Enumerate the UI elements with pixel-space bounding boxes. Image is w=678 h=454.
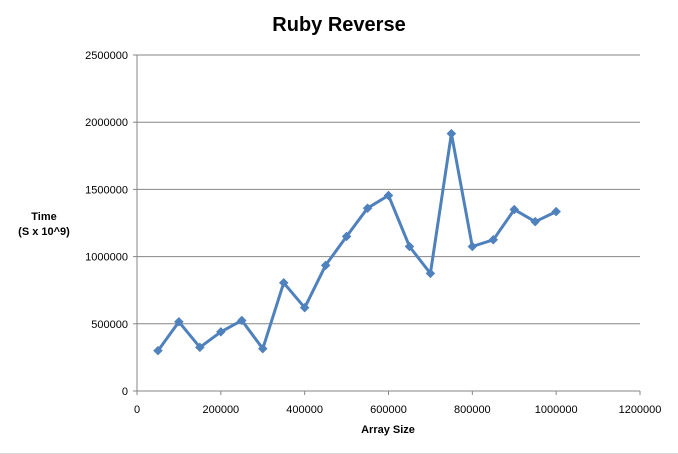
x-tick-label: 0 xyxy=(134,404,140,416)
x-tick-label: 600000 xyxy=(370,404,407,416)
data-point-marker xyxy=(299,302,310,313)
data-point-marker xyxy=(467,241,478,252)
data-point-marker xyxy=(236,315,247,326)
data-point-marker xyxy=(174,316,184,327)
data-point-marker xyxy=(257,343,268,354)
data-point-marker xyxy=(530,216,541,227)
y-tick-label: 2000000 xyxy=(85,117,128,129)
x-tick-label: 200000 xyxy=(202,404,239,416)
data-point-marker xyxy=(425,268,436,279)
x-tick-label: 800000 xyxy=(454,404,491,416)
y-tick-label: 0 xyxy=(122,386,128,398)
data-series xyxy=(153,128,562,356)
data-point-marker xyxy=(404,241,415,252)
data-point-marker xyxy=(278,277,289,288)
y-tick-label: 500000 xyxy=(91,319,128,331)
y-tick-label: 1500000 xyxy=(85,184,128,196)
data-point-marker xyxy=(446,128,457,139)
data-point-marker xyxy=(320,260,331,271)
y-axis-title-line-2: (S x 10^9) xyxy=(18,226,70,238)
axes xyxy=(133,54,641,395)
y-tick-label: 2500000 xyxy=(85,50,128,62)
data-point-marker xyxy=(509,204,520,215)
data-point-marker xyxy=(215,327,226,337)
x-tick-label: 1200000 xyxy=(619,404,662,416)
data-point-marker xyxy=(195,342,205,353)
series-line xyxy=(156,132,558,353)
gridlines xyxy=(137,54,640,325)
y-tick-labels: 0 500000 1000000 1500000 2000000 2500000 xyxy=(85,50,128,398)
y-tick-label: 1000000 xyxy=(85,252,128,264)
data-point-marker xyxy=(341,231,352,242)
x-tick-label: 1000000 xyxy=(535,404,578,416)
chart-title: Ruby Reverse xyxy=(272,14,405,36)
y-axis-title-line-1: Time xyxy=(31,211,56,223)
data-point-marker xyxy=(153,345,163,356)
data-point-marker xyxy=(362,203,373,214)
data-point-marker xyxy=(551,206,562,217)
x-tick-labels: 0 200000 400000 600000 800000 1000000 1200000 xyxy=(134,404,661,416)
data-point-marker xyxy=(383,190,394,201)
data-point-marker xyxy=(488,234,499,245)
x-tick-label: 400000 xyxy=(286,404,323,416)
x-axis-title: Array Size xyxy=(361,424,415,436)
